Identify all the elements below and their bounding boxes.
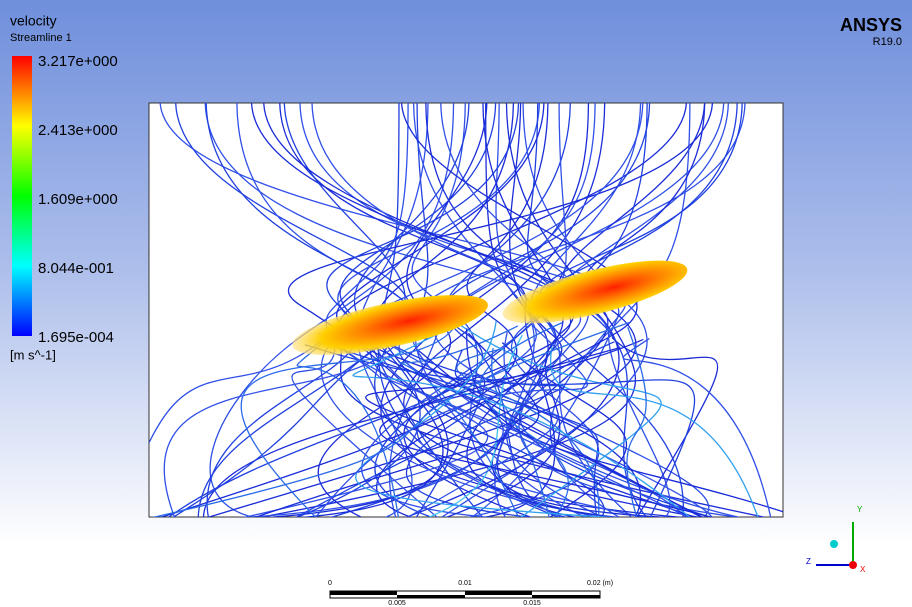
legend-label: 1.695e-004: [38, 329, 114, 346]
triad-x: [849, 561, 857, 569]
triad-label: X: [860, 565, 866, 574]
scale-label: 0.02 (m): [587, 580, 613, 587]
legend-label: 1.609e+000: [38, 191, 118, 208]
scale-segment: [397, 595, 465, 598]
legend-object: Streamline 1: [10, 32, 72, 44]
scene: velocity Streamline 1 3.217e+000 2.413e+…: [0, 0, 912, 607]
legend-label: 8.044e-001: [38, 260, 114, 277]
scale-segment: [330, 591, 397, 595]
color-bar: [12, 56, 32, 336]
triad-label: Z: [806, 557, 811, 566]
legend-variable: velocity: [10, 13, 57, 29]
scale-label: 0.01: [458, 580, 472, 587]
scale-segment: [532, 595, 600, 598]
viewport: velocity Streamline 1 3.217e+000 2.413e+…: [0, 0, 912, 607]
legend-label: 3.217e+000: [38, 53, 118, 70]
axis-triad: Y Z X: [806, 505, 866, 574]
brand-name: ANSYS: [840, 15, 902, 35]
scale-bar: 0 0.01 0.02 (m) 0.005 0.015: [328, 580, 613, 607]
scale-label: 0.015: [523, 600, 541, 607]
triad-label: Y: [857, 505, 863, 514]
scale-segment: [465, 591, 532, 595]
triad-sphere: [830, 540, 838, 548]
legend-labels: 3.217e+000 2.413e+000 1.609e+000 8.044e-…: [38, 53, 118, 346]
legend-label: 2.413e+000: [38, 122, 118, 139]
scale-label: 0.005: [388, 600, 406, 607]
legend-unit: [m s^-1]: [10, 347, 56, 362]
scale-label: 0: [328, 580, 332, 587]
brand-version: R19.0: [873, 36, 902, 48]
